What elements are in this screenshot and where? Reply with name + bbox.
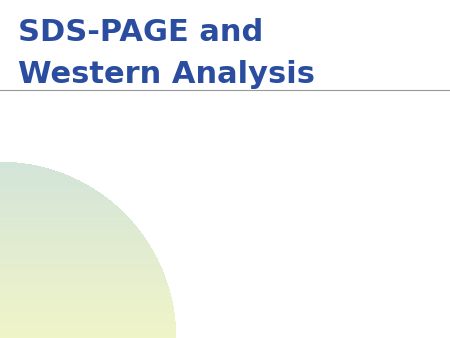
Text: Western Analysis: Western Analysis bbox=[18, 60, 315, 89]
Text: SDS-PAGE and: SDS-PAGE and bbox=[18, 18, 263, 47]
